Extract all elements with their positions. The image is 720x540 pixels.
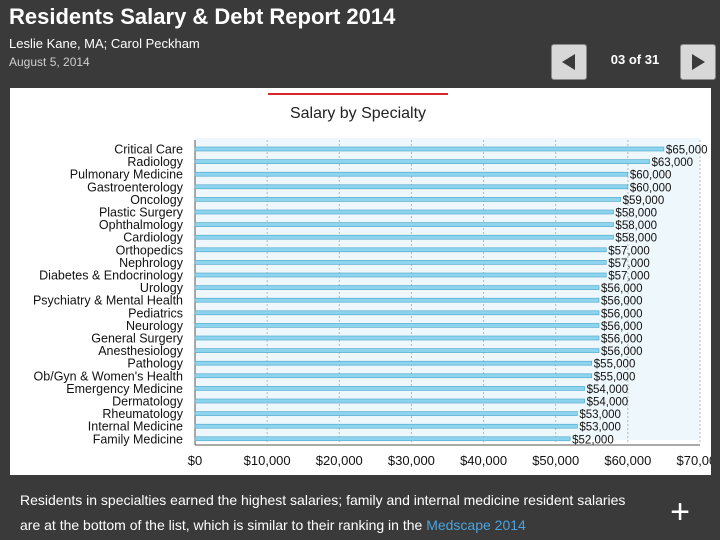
category-label: Urology	[140, 281, 184, 295]
value-label: $63,000	[652, 157, 694, 169]
value-label: $59,000	[623, 195, 665, 207]
category-label: Pediatrics	[128, 306, 183, 320]
x-tick-label: $20,000	[316, 453, 363, 468]
category-label: Plastic Surgery	[99, 206, 184, 220]
value-label: $60,000	[630, 170, 672, 182]
category-label: Neurology	[126, 319, 184, 333]
value-label: $54,000	[587, 384, 629, 396]
category-label: Rheumatology	[102, 407, 183, 421]
page-title: Residents Salary & Debt Report 2014	[9, 4, 396, 29]
salary-bar	[194, 222, 614, 227]
value-label: $60,000	[630, 182, 672, 194]
x-tick-label: $70,000	[677, 453, 712, 468]
value-label: $57,000	[608, 271, 650, 283]
value-label: $58,000	[615, 220, 657, 232]
category-label: Diabetes & Endocrinology	[39, 269, 184, 283]
chart-title: Salary by Specialty	[290, 105, 426, 122]
chart-panel: Salary by Specialty Critical Care $65,000…	[10, 88, 720, 475]
category-label: Cardiology	[123, 231, 184, 245]
salary-bar	[194, 297, 600, 303]
value-label: $57,000	[608, 245, 650, 257]
salary-bar	[194, 335, 600, 341]
value-label: $56,000	[601, 283, 643, 295]
salary-bar	[194, 234, 614, 240]
category-label: Pulmonary Medicine	[70, 168, 183, 182]
publish-date: August 5, 2014	[9, 55, 90, 69]
value-label: $52,000	[572, 434, 614, 446]
category-label: Family Medicine	[93, 432, 183, 446]
value-label: $58,000	[615, 233, 657, 245]
salary-bar	[194, 436, 571, 442]
salary-bar	[194, 310, 600, 316]
salary-bar	[194, 411, 578, 416]
value-label: $54,000	[587, 397, 629, 409]
arrow-right-icon	[692, 54, 705, 70]
x-tick-label: $10,000	[244, 453, 291, 468]
salary-bar	[194, 272, 607, 278]
category-label: Internal Medicine	[88, 420, 183, 434]
value-label: $53,000	[579, 409, 621, 421]
salary-bar	[194, 197, 621, 202]
salary-bar	[194, 285, 600, 290]
value-label: $55,000	[594, 371, 636, 383]
category-label: Dermatology	[112, 395, 184, 409]
medscape-link[interactable]: Medscape 2014	[426, 517, 526, 533]
plus-icon[interactable]: +	[670, 493, 690, 531]
previous-slide-button[interactable]	[551, 44, 587, 80]
salary-bar-chart: Salary by Specialty Critical Care $65,000…	[33, 93, 720, 468]
salary-bar	[194, 323, 600, 328]
next-slide-button[interactable]	[680, 44, 716, 80]
salary-bar	[194, 159, 650, 164]
value-label: $55,000	[594, 359, 636, 371]
salary-bar	[194, 171, 629, 177]
category-label: Orthopedics	[116, 243, 183, 257]
x-tick-label: $0	[188, 453, 202, 468]
x-tick-label: $40,000	[460, 453, 507, 468]
category-label: General Surgery	[91, 332, 183, 346]
category-label: Ob/Gyn & Women's Health	[34, 369, 183, 383]
category-label: Nephrology	[119, 256, 184, 270]
value-label: $56,000	[601, 334, 643, 346]
value-label: $56,000	[601, 346, 643, 358]
category-label: Radiology	[127, 155, 183, 169]
salary-bar	[194, 386, 585, 391]
salary-bar	[194, 209, 614, 215]
salary-bar	[194, 247, 607, 253]
x-tick-label: $60,000	[604, 453, 651, 468]
slide-caption: Residents in specialties earned the high…	[20, 488, 640, 538]
value-label: $58,000	[615, 208, 657, 220]
salary-bar	[194, 360, 593, 366]
value-label: $56,000	[601, 296, 643, 308]
x-tick-label: $30,000	[388, 453, 435, 468]
salary-bar	[194, 423, 578, 429]
salary-bar	[194, 146, 665, 152]
category-label: Pathology	[127, 357, 183, 371]
value-label: $56,000	[601, 321, 643, 333]
category-label: Gastroenterology	[87, 180, 184, 194]
salary-bar	[194, 184, 629, 190]
arrow-left-icon	[562, 54, 575, 70]
value-label: $57,000	[608, 258, 650, 270]
x-tick-label: $50,000	[532, 453, 579, 468]
authors: Leslie Kane, MA; Carol Peckham	[9, 36, 200, 51]
value-label: $56,000	[601, 308, 643, 320]
category-label: Ophthalmology	[99, 218, 184, 232]
slide-counter: 03 of 31	[610, 52, 660, 67]
value-label: $53,000	[579, 422, 621, 434]
salary-bar	[194, 260, 607, 265]
category-label: Anesthesiology	[98, 344, 184, 358]
salary-bar	[194, 398, 585, 404]
category-label: Oncology	[130, 193, 184, 207]
salary-bar	[194, 348, 600, 353]
caption-text: Residents in specialties earned the high…	[20, 492, 626, 533]
category-label: Critical Care	[114, 143, 183, 157]
category-label: Emergency Medicine	[66, 382, 183, 396]
category-label: Psychiatry & Mental Health	[33, 294, 183, 308]
value-label: $65,000	[666, 145, 708, 157]
header: Residents Salary & Debt Report 2014 Lesl…	[0, 0, 720, 88]
salary-bar	[194, 373, 593, 379]
